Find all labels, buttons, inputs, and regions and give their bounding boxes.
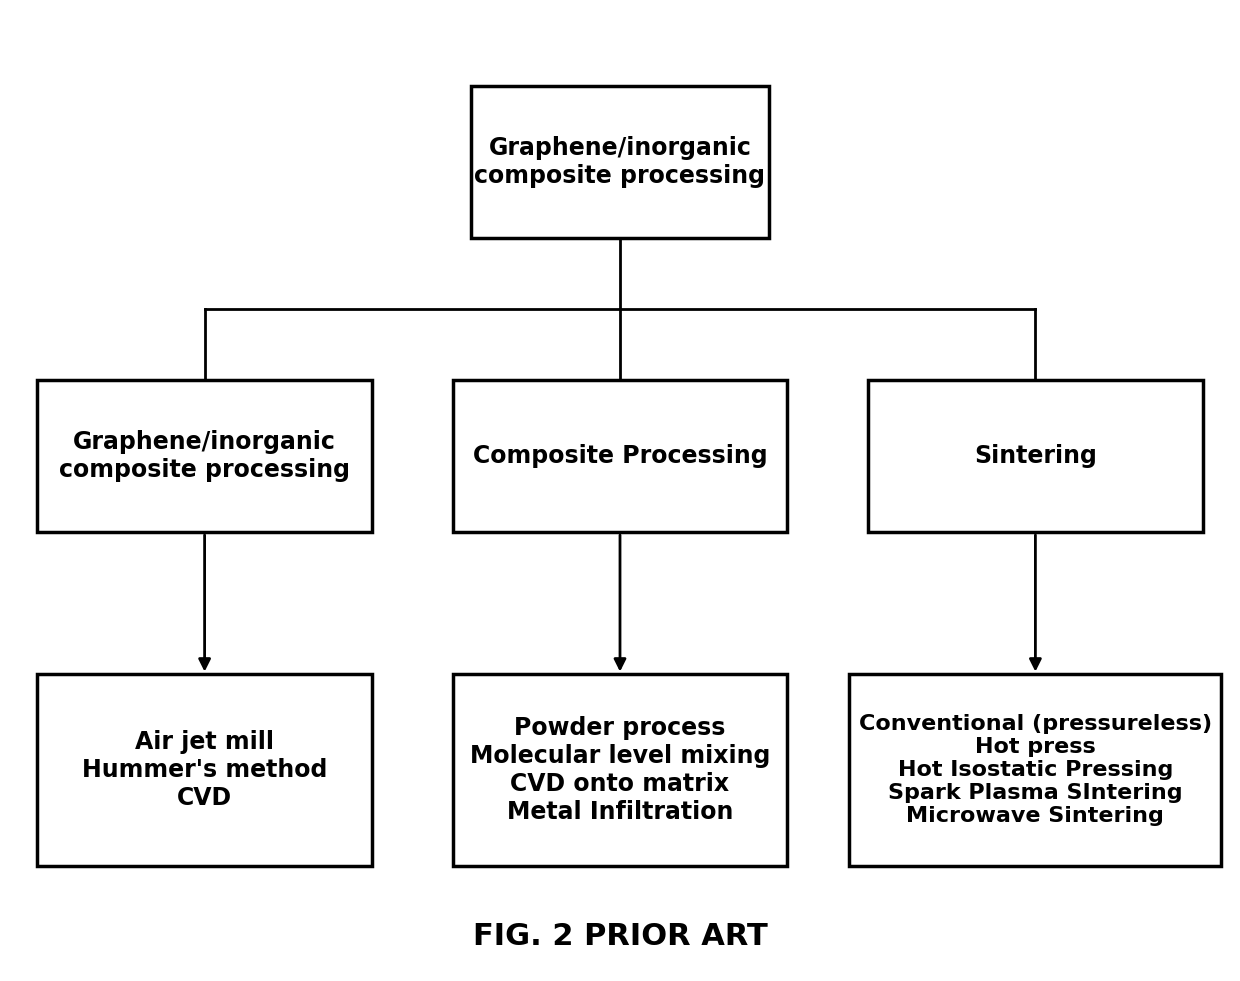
- Text: Graphene/inorganic
composite processing: Graphene/inorganic composite processing: [60, 431, 350, 482]
- Bar: [849, 675, 1221, 865]
- Text: Powder process
Molecular level mixing
CVD onto matrix
Metal Infiltration: Powder process Molecular level mixing CV…: [470, 716, 770, 824]
- Text: Composite Processing: Composite Processing: [472, 444, 768, 468]
- Bar: [453, 675, 787, 865]
- Bar: [37, 675, 372, 865]
- Bar: [868, 380, 1203, 532]
- Text: FIG. 2 PRIOR ART: FIG. 2 PRIOR ART: [472, 922, 768, 952]
- Text: Graphene/inorganic
composite processing: Graphene/inorganic composite processing: [475, 136, 765, 187]
- Bar: [37, 380, 372, 532]
- Bar: [453, 380, 787, 532]
- Bar: [471, 85, 769, 237]
- Text: Conventional (pressureless)
Hot press
Hot Isostatic Pressing
Spark Plasma SInter: Conventional (pressureless) Hot press Ho…: [859, 714, 1211, 826]
- Text: Sintering: Sintering: [973, 444, 1097, 468]
- Text: Air jet mill
Hummer's method
CVD: Air jet mill Hummer's method CVD: [82, 730, 327, 810]
